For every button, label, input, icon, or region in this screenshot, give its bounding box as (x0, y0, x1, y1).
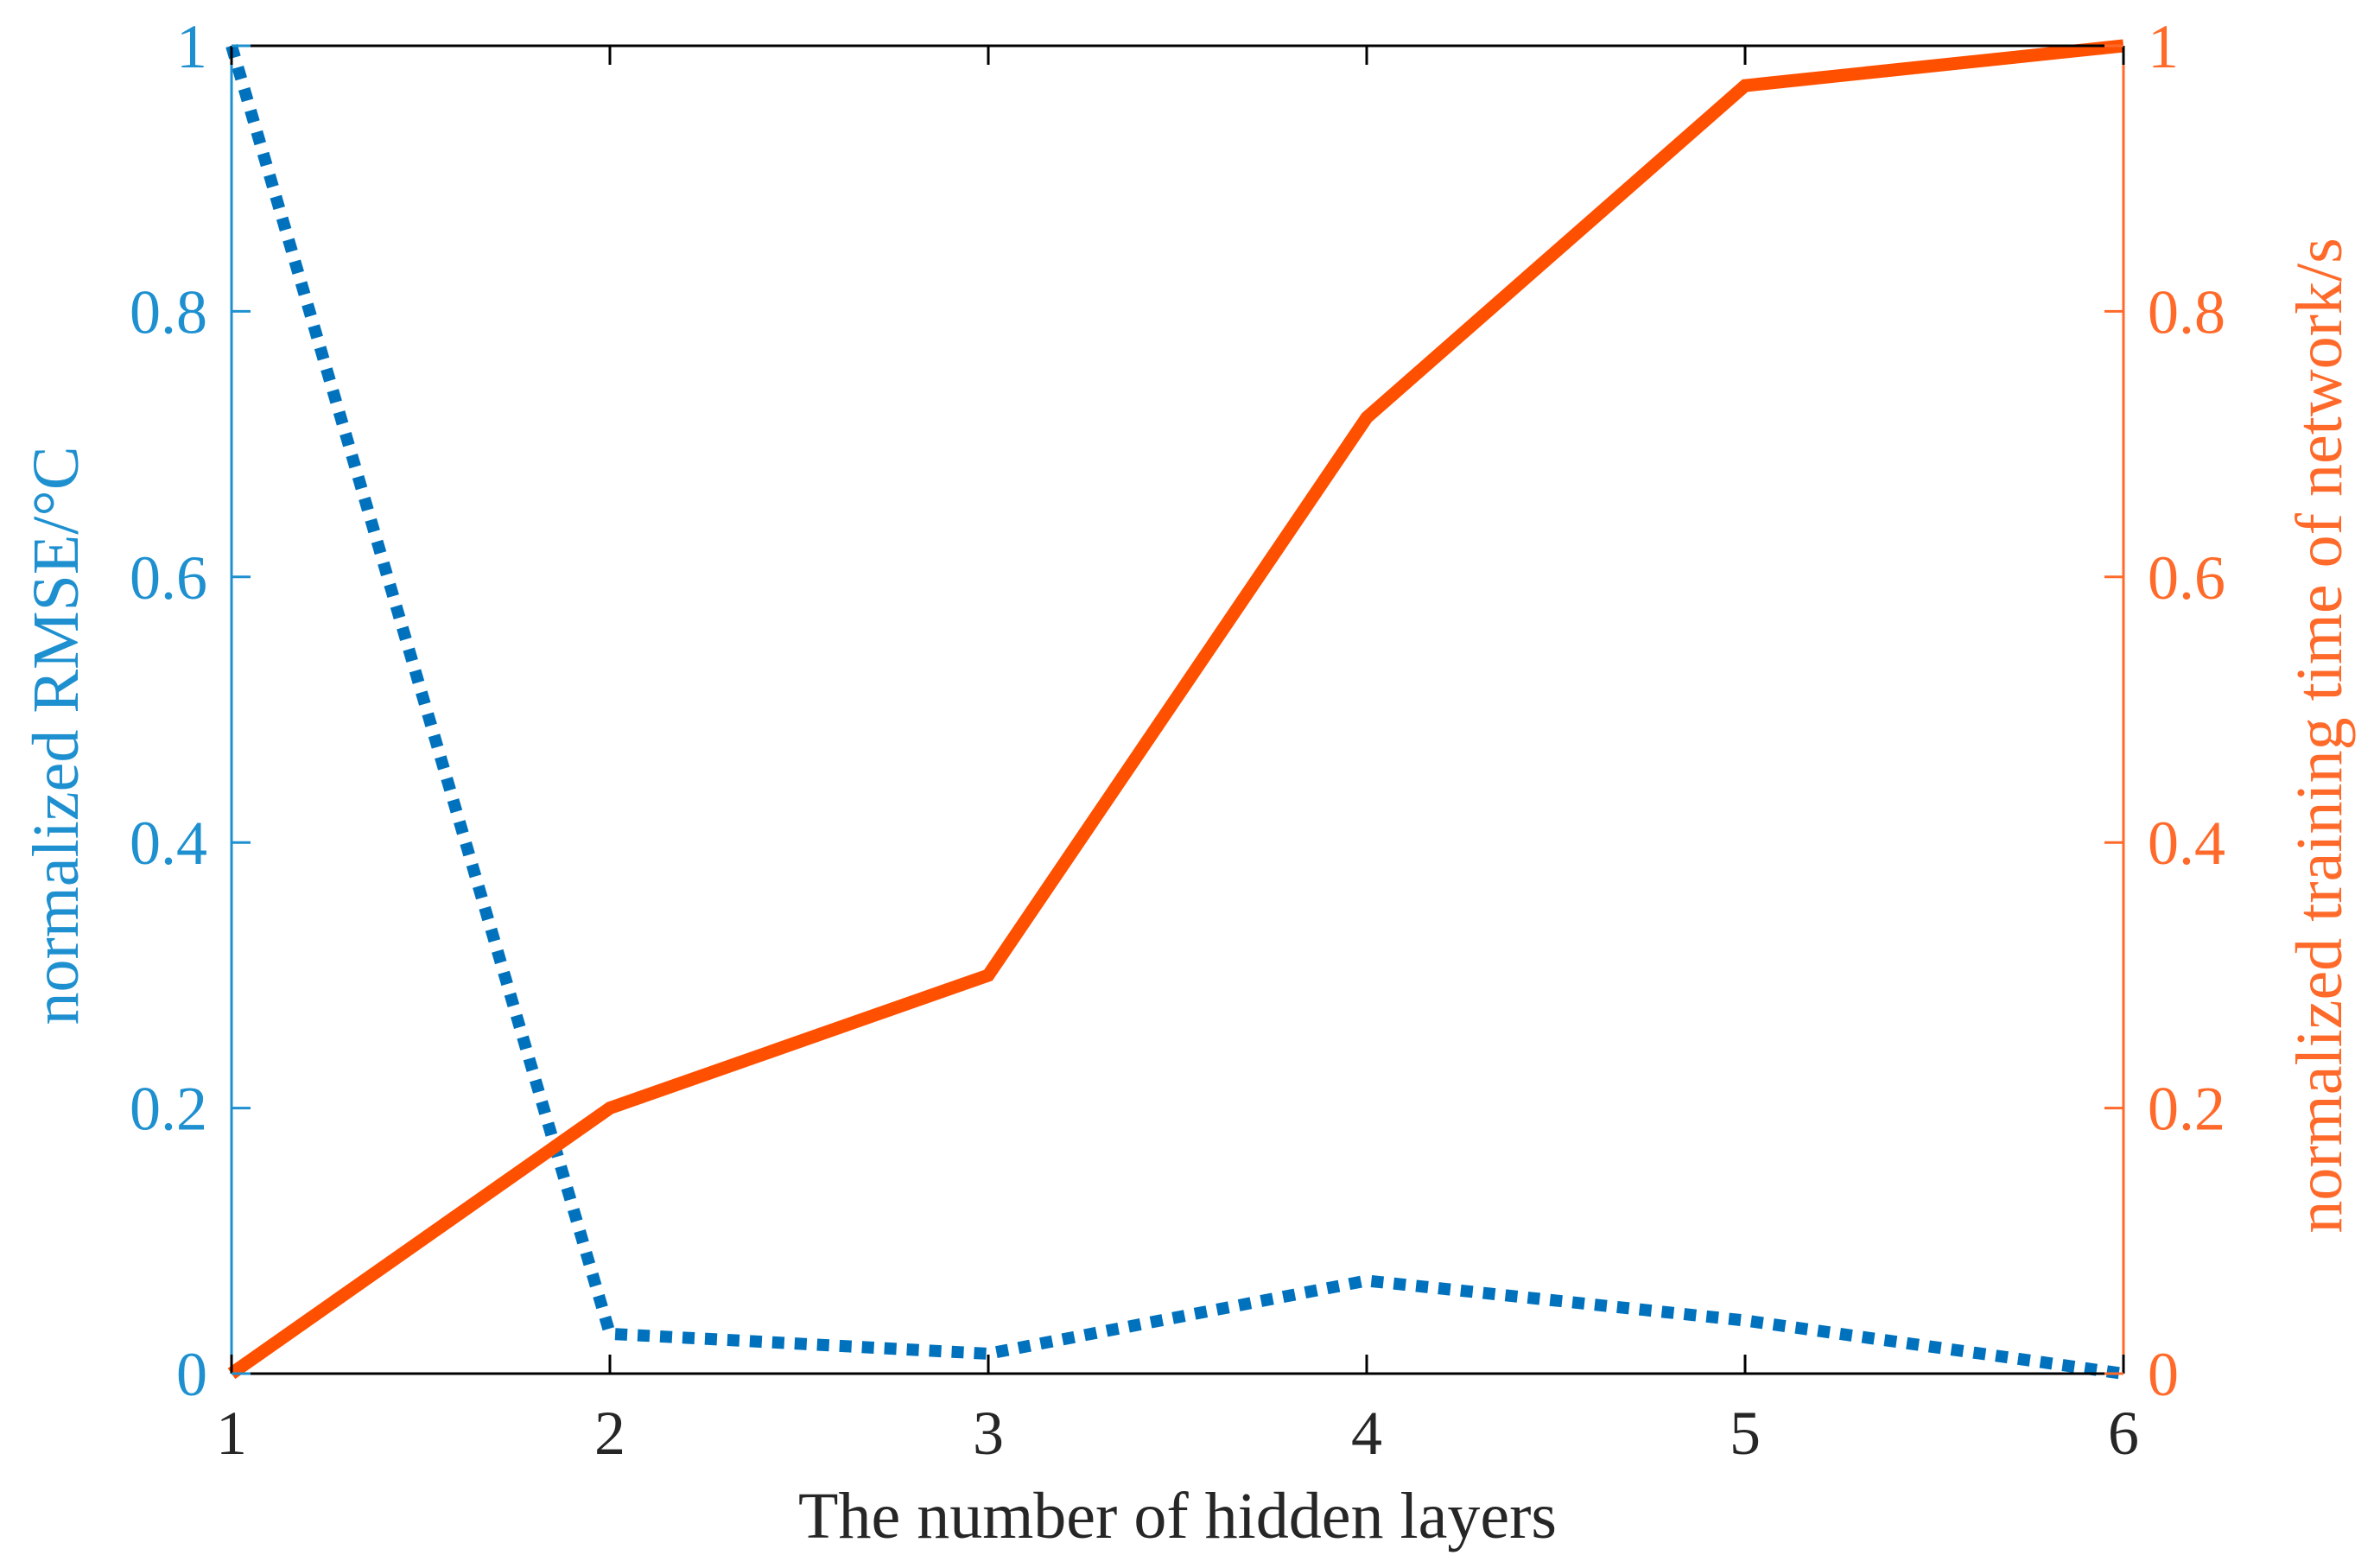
series-point (1366, 1279, 1368, 1281)
series-point (987, 974, 989, 976)
y-right-tick-label: 1 (2148, 12, 2179, 81)
y-right-tick-label: 0.2 (2148, 1075, 2225, 1144)
y-left-tick-label: 0.8 (130, 277, 207, 346)
y-left-tick-label: 1 (176, 12, 207, 81)
y-left-tick-label: 0.2 (130, 1075, 207, 1144)
series-point (1366, 416, 1368, 418)
y-axis-right: 0 0.2 0.4 0.6 0.8 1 (2104, 12, 2225, 1409)
y-axis-left-title: normalized RMSE/°C (20, 446, 92, 1025)
y-right-tick-label: 0.6 (2148, 543, 2225, 613)
x-tick-label: 6 (2108, 1399, 2139, 1468)
series-line-training-time (227, 39, 2124, 1380)
x-tick-label: 2 (594, 1399, 625, 1468)
x-tick-label: 5 (1730, 1399, 1761, 1468)
x-tick-label: 1 (216, 1399, 247, 1468)
y-left-tick-label: 0.4 (130, 809, 207, 878)
series-point (609, 1108, 611, 1109)
series-point (1744, 1320, 1746, 1322)
x-tick-label: 4 (1351, 1399, 1382, 1468)
x-axis-title: The number of hidden layers (798, 1480, 1557, 1552)
y-axis-right-title: normalized training time of network/s (2283, 238, 2356, 1233)
series-point (987, 1353, 989, 1355)
y-right-tick-label: 0.4 (2148, 809, 2225, 878)
x-axis: 1 2 3 4 5 6 (216, 46, 2139, 1468)
series-point (1744, 85, 1746, 86)
series-line-rmse (225, 44, 2124, 1380)
x-tick-label: 3 (973, 1399, 1004, 1468)
y-right-tick-label: 0.8 (2148, 277, 2225, 346)
plot-frame (230, 44, 2125, 1375)
plot-lines (225, 39, 2124, 1380)
y-right-tick-label: 0 (2148, 1340, 2179, 1409)
y-left-tick-label: 0.6 (130, 543, 207, 613)
y-axis-left: 0 0.2 0.4 0.6 0.8 1 (130, 12, 251, 1409)
series-point (609, 1333, 611, 1335)
y-left-tick-label: 0 (176, 1340, 207, 1409)
